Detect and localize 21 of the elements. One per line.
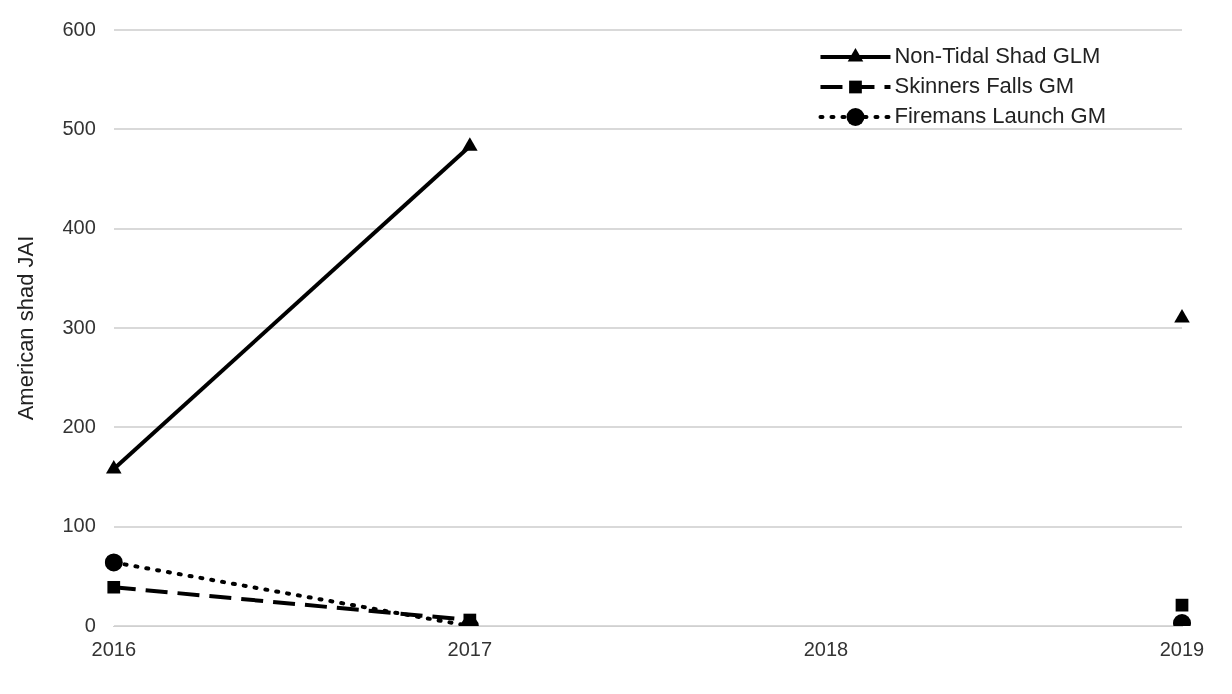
legend-label: Firemans Launch GM bbox=[894, 103, 1107, 129]
point bbox=[107, 580, 121, 594]
point bbox=[1174, 309, 1190, 323]
x-tick-label: 2019 bbox=[1159, 637, 1205, 660]
point bbox=[105, 460, 122, 474]
legend-label: Skinners Falls GM bbox=[894, 73, 1075, 99]
y-tick-label: 0 bbox=[84, 613, 96, 636]
y-tick-label: 200 bbox=[62, 414, 96, 437]
x-tick-label: 2017 bbox=[447, 637, 493, 660]
y-tick-label: 500 bbox=[62, 116, 96, 139]
point bbox=[1175, 598, 1189, 612]
point bbox=[104, 553, 123, 572]
legend-label: Non-Tidal Shad GLM bbox=[894, 43, 1101, 69]
y-tick-label: 100 bbox=[62, 514, 96, 537]
x-tick-label: 2018 bbox=[803, 637, 849, 660]
y-tick-label: 300 bbox=[62, 315, 96, 338]
y-axis-title: American shad JAI bbox=[13, 235, 39, 421]
y-tick-label: 600 bbox=[62, 17, 96, 40]
point bbox=[462, 137, 478, 151]
y-tick-label: 400 bbox=[62, 216, 96, 239]
x-tick-label: 2016 bbox=[91, 637, 137, 660]
